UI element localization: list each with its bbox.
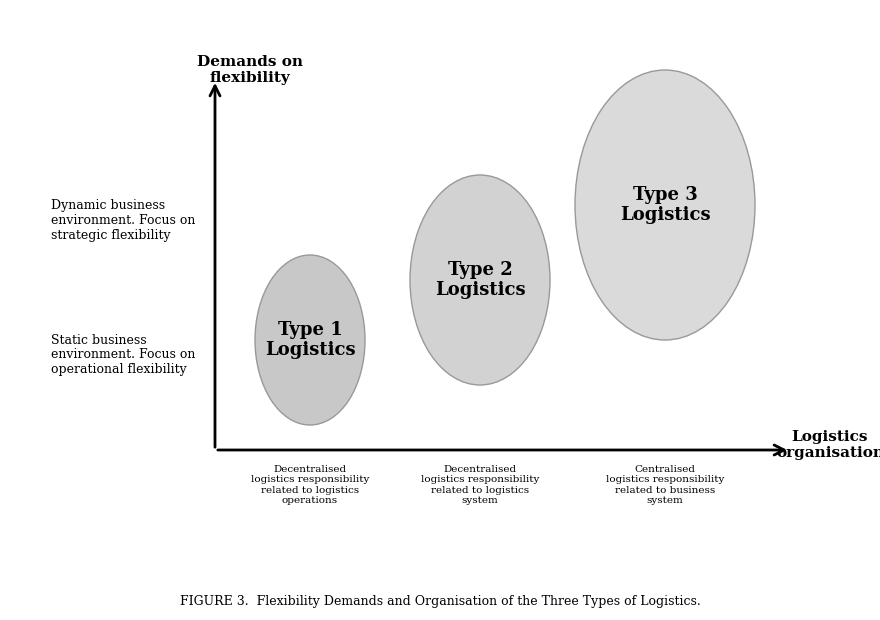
Text: Demands on
flexibility: Demands on flexibility [197,55,303,85]
Text: Type 1
Logistics: Type 1 Logistics [265,321,356,360]
Text: Centralised
logistics responsibility
related to business
system: Centralised logistics responsibility rel… [605,465,724,505]
Text: Decentralised
logistics responsibility
related to logistics
operations: Decentralised logistics responsibility r… [251,465,370,505]
Ellipse shape [410,175,550,385]
Text: Decentralised
logistics responsibility
related to logistics
system: Decentralised logistics responsibility r… [421,465,539,505]
Text: Type 2
Logistics: Type 2 Logistics [435,260,525,299]
Text: Type 3
Logistics: Type 3 Logistics [620,185,710,224]
Text: FIGURE 3.  Flexibility Demands and Organisation of the Three Types of Logistics.: FIGURE 3. Flexibility Demands and Organi… [180,595,700,608]
Text: Static business
environment. Focus on
operational flexibility: Static business environment. Focus on op… [51,334,195,376]
Ellipse shape [575,70,755,340]
Text: Logistics
organisation: Logistics organisation [776,430,880,460]
Text: Dynamic business
environment. Focus on
strategic flexibility: Dynamic business environment. Focus on s… [51,198,195,242]
Ellipse shape [255,255,365,425]
